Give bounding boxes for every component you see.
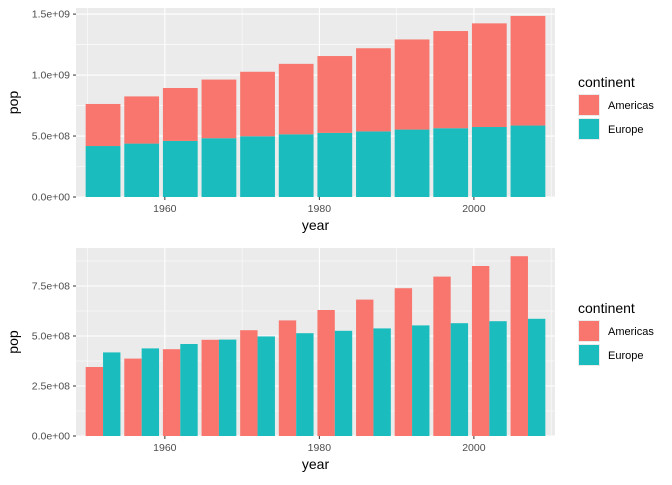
legend-label-europe: Europe — [608, 124, 643, 136]
bar-europe-2007 — [527, 318, 546, 436]
legend: continent Americas Europe — [578, 74, 654, 140]
bar-europe-1987 — [356, 131, 391, 197]
y-tick-label: 1.0e+09 — [32, 70, 70, 82]
x-tick-label: 1980 — [308, 442, 332, 454]
bar-europe-1957 — [141, 348, 160, 436]
legend-label-americas: Americas — [608, 100, 654, 112]
bar-americas-1982 — [317, 310, 335, 436]
bar-europe-1992 — [394, 129, 430, 197]
bar-europe-2002 — [489, 321, 507, 436]
x-tick-label: 2000 — [462, 442, 486, 454]
chart-panel-2: 0.0e+00 2.5e+08 5.0e+08 7.5e+08 1960 1980 2000… — [5, 248, 654, 472]
y-tick-label: 0.0e+00 — [32, 431, 70, 443]
bar-americas-1952 — [85, 367, 104, 436]
bar-americas-1997 — [433, 276, 451, 436]
bar-europe-1962 — [162, 140, 198, 197]
bar-europe-1972 — [240, 136, 275, 197]
bar-americas-2002 — [471, 266, 490, 436]
bar-americas-2002 — [471, 23, 507, 128]
bar-europe-1952 — [103, 352, 121, 436]
bar-europe-1982 — [334, 330, 353, 436]
y-axis-title: pop — [5, 330, 21, 354]
y-tick-label: 2.5e+08 — [32, 381, 70, 393]
x-axis-title: year — [302, 456, 330, 472]
bar-americas-1997 — [433, 31, 469, 129]
x-tick-label: 1960 — [153, 442, 177, 454]
legend-swatch-americas — [579, 95, 599, 115]
bar-europe-1962 — [180, 344, 198, 436]
bar-europe-2002 — [471, 127, 507, 197]
bar-europe-1952 — [85, 146, 121, 197]
bar-americas-1957 — [124, 358, 142, 436]
bar-americas-1967 — [201, 339, 219, 436]
bar-americas-1962 — [162, 349, 181, 436]
legend-title: continent — [578, 300, 635, 316]
legend: continent Americas Europe — [578, 300, 654, 366]
bar-americas-1987 — [356, 48, 391, 132]
bar-europe-1997 — [450, 323, 469, 436]
bar-europe-1997 — [433, 128, 469, 197]
bar-americas-1987 — [356, 299, 374, 436]
bar-europe-1992 — [412, 325, 430, 436]
bar-americas-2007 — [510, 256, 528, 436]
x-tick-label: 1960 — [153, 203, 177, 215]
legend-swatch-americas — [579, 321, 599, 341]
bar-americas-1967 — [201, 79, 237, 139]
bar-americas-2007 — [510, 15, 546, 126]
x-axis-title: year — [302, 217, 330, 233]
legend-swatch-europe — [579, 119, 599, 139]
bar-americas-1972 — [240, 330, 258, 436]
bar-europe-1967 — [218, 339, 237, 436]
y-axis-title: pop — [5, 91, 21, 115]
bar-americas-1952 — [85, 103, 121, 147]
bar-americas-1962 — [162, 87, 198, 141]
bar-americas-1992 — [394, 39, 430, 130]
bar-americas-1972 — [240, 71, 275, 137]
chart-panel-1: 0.0e+00 5.0e+08 1.0e+09 1.5e+09 1960 1980 2000… — [5, 8, 654, 233]
bar-europe-1987 — [373, 328, 391, 436]
legend-label-europe: Europe — [608, 350, 643, 362]
bar-americas-1977 — [278, 63, 314, 135]
legend-swatch-europe — [579, 345, 599, 365]
x-tick-label: 2000 — [462, 203, 486, 215]
bar-europe-1982 — [317, 132, 353, 197]
bar-americas-1957 — [124, 96, 160, 144]
bar-europe-1957 — [124, 143, 160, 197]
y-tick-label: 5.0e+08 — [32, 131, 70, 143]
y-tick-label: 1.5e+09 — [32, 9, 70, 21]
bar-europe-2007 — [510, 125, 546, 197]
bar-europe-1967 — [201, 138, 237, 197]
legend-title: continent — [578, 74, 635, 90]
bar-americas-1977 — [278, 320, 297, 436]
legend-label-americas: Americas — [608, 326, 654, 338]
y-tick-label: 0.0e+00 — [32, 192, 70, 204]
x-tick-label: 1980 — [308, 203, 332, 215]
bar-europe-1972 — [257, 336, 275, 436]
bar-americas-1982 — [317, 56, 353, 133]
y-tick-label: 5.0e+08 — [32, 331, 70, 343]
bar-europe-1977 — [278, 134, 314, 197]
y-tick-label: 7.5e+08 — [32, 281, 70, 293]
bar-americas-1992 — [394, 288, 413, 436]
bar-europe-1977 — [296, 333, 314, 436]
